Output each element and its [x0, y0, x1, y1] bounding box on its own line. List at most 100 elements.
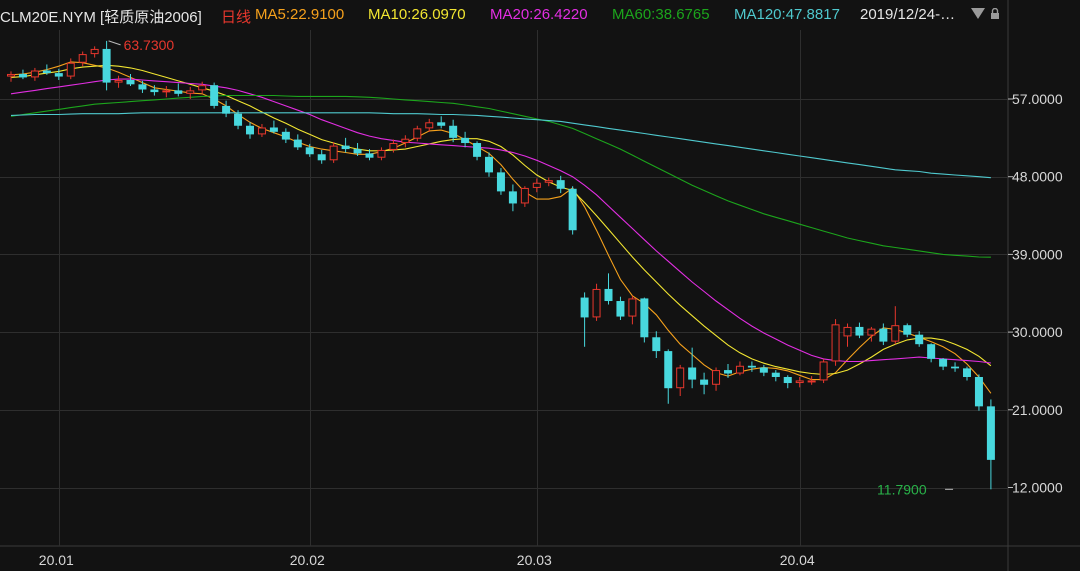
candle — [891, 306, 900, 345]
ma-line-ma20 — [10, 78, 991, 364]
candle — [795, 376, 804, 388]
candle — [7, 71, 15, 82]
candle — [210, 82, 219, 109]
candle — [126, 73, 135, 87]
candle — [771, 370, 780, 382]
candle — [305, 143, 314, 157]
candle — [604, 273, 613, 305]
candle — [867, 326, 876, 342]
candle-body — [293, 139, 302, 148]
candle — [927, 343, 936, 363]
candle — [819, 358, 828, 384]
candle — [114, 75, 123, 88]
candle-body — [508, 191, 517, 204]
candle-body — [915, 334, 924, 345]
candle — [939, 358, 948, 371]
candle — [78, 51, 87, 67]
candles[interactable] — [7, 40, 995, 490]
candle — [807, 376, 816, 385]
symbol-label[interactable]: CLM20E.NYM [轻质原油2006] — [0, 9, 202, 26]
x-tick-label: 20.03 — [517, 552, 552, 568]
candle — [377, 147, 386, 161]
candle-body — [951, 366, 960, 369]
candle-body — [222, 105, 231, 114]
candle — [508, 184, 517, 212]
candle-body — [90, 48, 99, 55]
candle-body — [592, 288, 601, 318]
candle-body — [903, 325, 912, 335]
candle — [449, 119, 458, 143]
candle — [724, 364, 732, 378]
candle-body — [544, 180, 553, 183]
lock-icon[interactable] — [990, 8, 1000, 19]
candle — [616, 296, 625, 321]
candle-body — [305, 147, 314, 155]
candle-body — [640, 298, 649, 338]
candle-body — [437, 122, 446, 126]
candle — [520, 186, 529, 207]
candle — [986, 399, 995, 490]
candle-body — [353, 149, 362, 154]
candle — [580, 292, 589, 347]
ma-line-ma120 — [10, 112, 991, 179]
candle-body — [150, 89, 159, 93]
candle — [389, 139, 398, 153]
candle-body — [616, 301, 625, 317]
candle-body — [831, 324, 840, 362]
candle — [747, 361, 756, 372]
candle — [437, 116, 446, 129]
candle — [257, 124, 266, 137]
candle-body — [138, 84, 147, 90]
candle — [90, 46, 99, 58]
period-label[interactable]: 日线 — [221, 9, 252, 26]
candle-body — [939, 358, 948, 367]
candle-body — [186, 90, 195, 94]
candle — [963, 366, 971, 381]
candle-body — [771, 372, 780, 377]
candle-body — [114, 80, 123, 83]
x-axis: 20.01 20.02 20.03 20.04 — [39, 552, 815, 568]
y-axis: 57.0000 48.0000 39.0000 30.0000 21.0000 12.00… — [1008, 91, 1063, 496]
candle — [759, 364, 768, 377]
candle — [783, 375, 792, 389]
candle — [652, 331, 661, 358]
candle — [532, 178, 541, 193]
candle — [974, 374, 983, 411]
candle-body — [18, 73, 27, 78]
candle-body — [855, 326, 864, 336]
candle-body — [628, 298, 637, 317]
candle-body — [664, 351, 673, 389]
candle-body — [819, 361, 828, 381]
y-tick-label: 57.0000 — [1012, 91, 1063, 107]
candle — [293, 134, 302, 150]
candle-body — [413, 128, 422, 139]
candle-body — [879, 328, 888, 342]
candle-body — [473, 143, 482, 157]
candle-body — [700, 379, 709, 385]
candle-body — [485, 156, 493, 173]
dropdown-triangle-icon[interactable] — [971, 8, 985, 19]
y-tick-label: 48.0000 — [1012, 169, 1063, 185]
candle-body — [54, 73, 63, 77]
candle — [712, 367, 721, 391]
candle — [461, 131, 470, 148]
x-tick-label: 20.01 — [39, 552, 74, 568]
ma10-label: MA10:26.0970 — [368, 6, 466, 23]
candle-body — [496, 172, 505, 192]
candle — [353, 143, 362, 156]
candle-body — [449, 125, 458, 138]
candle-body — [676, 367, 685, 389]
ma60-label: MA60:38.6765 — [612, 6, 710, 23]
candle — [688, 347, 697, 389]
candle-body — [532, 182, 541, 188]
candle — [269, 120, 278, 134]
candle-body — [269, 127, 278, 132]
x-tick-label: 20.02 — [290, 552, 325, 568]
candle — [246, 122, 254, 139]
candle — [281, 128, 290, 144]
candle — [496, 168, 505, 195]
candle-body — [783, 376, 792, 384]
candle-body — [162, 90, 171, 93]
date-range-label[interactable]: 2019/12/24-… — [860, 6, 956, 23]
